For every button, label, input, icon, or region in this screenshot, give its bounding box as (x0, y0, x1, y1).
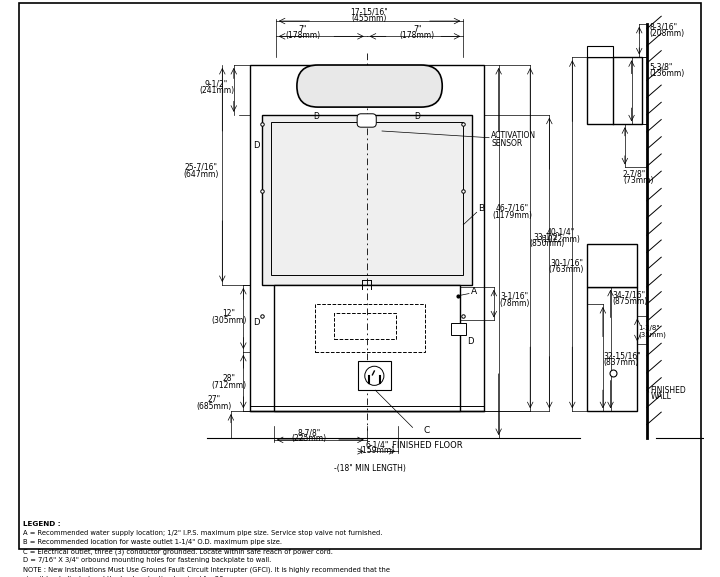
Text: 33-1/2": 33-1/2" (534, 233, 562, 242)
Text: (850mm): (850mm) (530, 239, 565, 248)
Text: 2-7/8": 2-7/8" (623, 170, 647, 178)
Text: (455mm): (455mm) (352, 14, 387, 23)
Bar (358, 361, 390, 390)
Bar (315, 304, 425, 352)
Text: D: D (467, 337, 474, 346)
Text: (1022mm): (1022mm) (541, 235, 581, 243)
Text: SENSOR: SENSOR (491, 139, 522, 148)
Text: 8-3/16": 8-3/16" (649, 23, 678, 31)
Text: B: B (479, 204, 485, 213)
Text: LEGEND :: LEGEND : (24, 521, 61, 527)
Bar (271, 122, 463, 275)
Text: (225mm): (225mm) (292, 434, 327, 443)
Text: 25-7/16": 25-7/16" (185, 163, 217, 172)
Bar (451, 323, 466, 335)
Text: (1179mm): (1179mm) (492, 211, 532, 220)
Text: 46-7/16": 46-7/16" (495, 204, 528, 213)
Text: ACTIVATION: ACTIVATION (491, 132, 536, 140)
Text: 12": 12" (222, 309, 235, 318)
Text: 34-7/16": 34-7/16" (613, 290, 646, 299)
Bar (334, 313, 396, 339)
Text: 3-1/16": 3-1/16" (501, 292, 529, 301)
Text: (78mm): (78mm) (500, 299, 530, 308)
Text: (712mm): (712mm) (212, 381, 246, 390)
Text: 7": 7" (413, 25, 422, 34)
Text: NOTE : New Installations Must Use Ground Fault Circuit Interrupter (GFCI). It is: NOTE : New Installations Must Use Ground… (24, 567, 390, 573)
Text: (73mm): (73mm) (623, 176, 654, 185)
FancyBboxPatch shape (357, 114, 377, 127)
Text: 32-15/16": 32-15/16" (604, 351, 642, 360)
Text: 9-1/2": 9-1/2" (205, 80, 228, 89)
Text: D: D (313, 112, 319, 121)
Text: (178mm): (178mm) (400, 31, 435, 40)
Text: circuit be dedicated and the load protection be sized for 20 amps.: circuit be dedicated and the load protec… (24, 576, 247, 577)
Text: C: C (424, 426, 430, 435)
Text: (208mm): (208mm) (649, 29, 685, 38)
Bar (250, 65, 485, 411)
Text: 8-7/8": 8-7/8" (297, 429, 321, 438)
Text: (685mm): (685mm) (196, 402, 231, 411)
Text: (241mm): (241mm) (199, 87, 234, 95)
Text: D: D (415, 112, 420, 121)
Text: WALL: WALL (651, 392, 672, 402)
Bar (587, 46, 613, 57)
Text: 28": 28" (222, 374, 235, 383)
Text: FINISHED: FINISHED (651, 385, 686, 395)
Bar (263, 115, 472, 285)
Bar (274, 285, 460, 411)
Text: -(18" MIN LENGTH): -(18" MIN LENGTH) (333, 464, 405, 473)
Text: 27": 27" (207, 395, 220, 404)
Text: 30-1/16": 30-1/16" (550, 258, 583, 268)
Text: (305mm): (305mm) (211, 316, 247, 325)
Text: (763mm): (763mm) (549, 265, 584, 274)
Text: D: D (253, 141, 260, 150)
Text: 17-15/16": 17-15/16" (351, 8, 388, 17)
Text: (875mm): (875mm) (613, 297, 648, 306)
Bar (587, 244, 637, 287)
Text: 40-1/4": 40-1/4" (546, 228, 575, 237)
Text: B = Recommended location for waste outlet 1-1/4" O.D. maximum pipe size.: B = Recommended location for waste outle… (24, 539, 282, 545)
Text: (178mm): (178mm) (285, 31, 320, 40)
Text: D: D (253, 318, 260, 327)
Text: (35mm): (35mm) (638, 331, 666, 338)
Text: (837mm): (837mm) (604, 358, 639, 367)
Bar (587, 57, 642, 124)
Text: 5-3/8": 5-3/8" (649, 62, 673, 72)
Text: (647mm): (647mm) (184, 170, 219, 178)
Text: FINISHED FLOOR: FINISHED FLOOR (392, 441, 462, 450)
Text: (136mm): (136mm) (649, 69, 685, 78)
FancyBboxPatch shape (297, 65, 442, 107)
Text: (159mm): (159mm) (359, 446, 395, 455)
Text: D = 7/16" X 3/4" orbound mounting holes for fastening backplate to wall.: D = 7/16" X 3/4" orbound mounting holes … (24, 557, 271, 564)
Text: 7": 7" (298, 25, 307, 34)
Bar (587, 287, 637, 411)
Text: 6-1/4": 6-1/4" (366, 440, 389, 449)
Text: A = Recommended water supply location; 1/2" I.P.S. maximum pipe size. Service st: A = Recommended water supply location; 1… (24, 530, 383, 536)
Text: C = Electrical outlet, three (3) conductor grounded. Locate within safe reach of: C = Electrical outlet, three (3) conduct… (24, 548, 333, 555)
Text: A: A (471, 287, 477, 296)
Text: 1-3/8": 1-3/8" (638, 325, 660, 331)
